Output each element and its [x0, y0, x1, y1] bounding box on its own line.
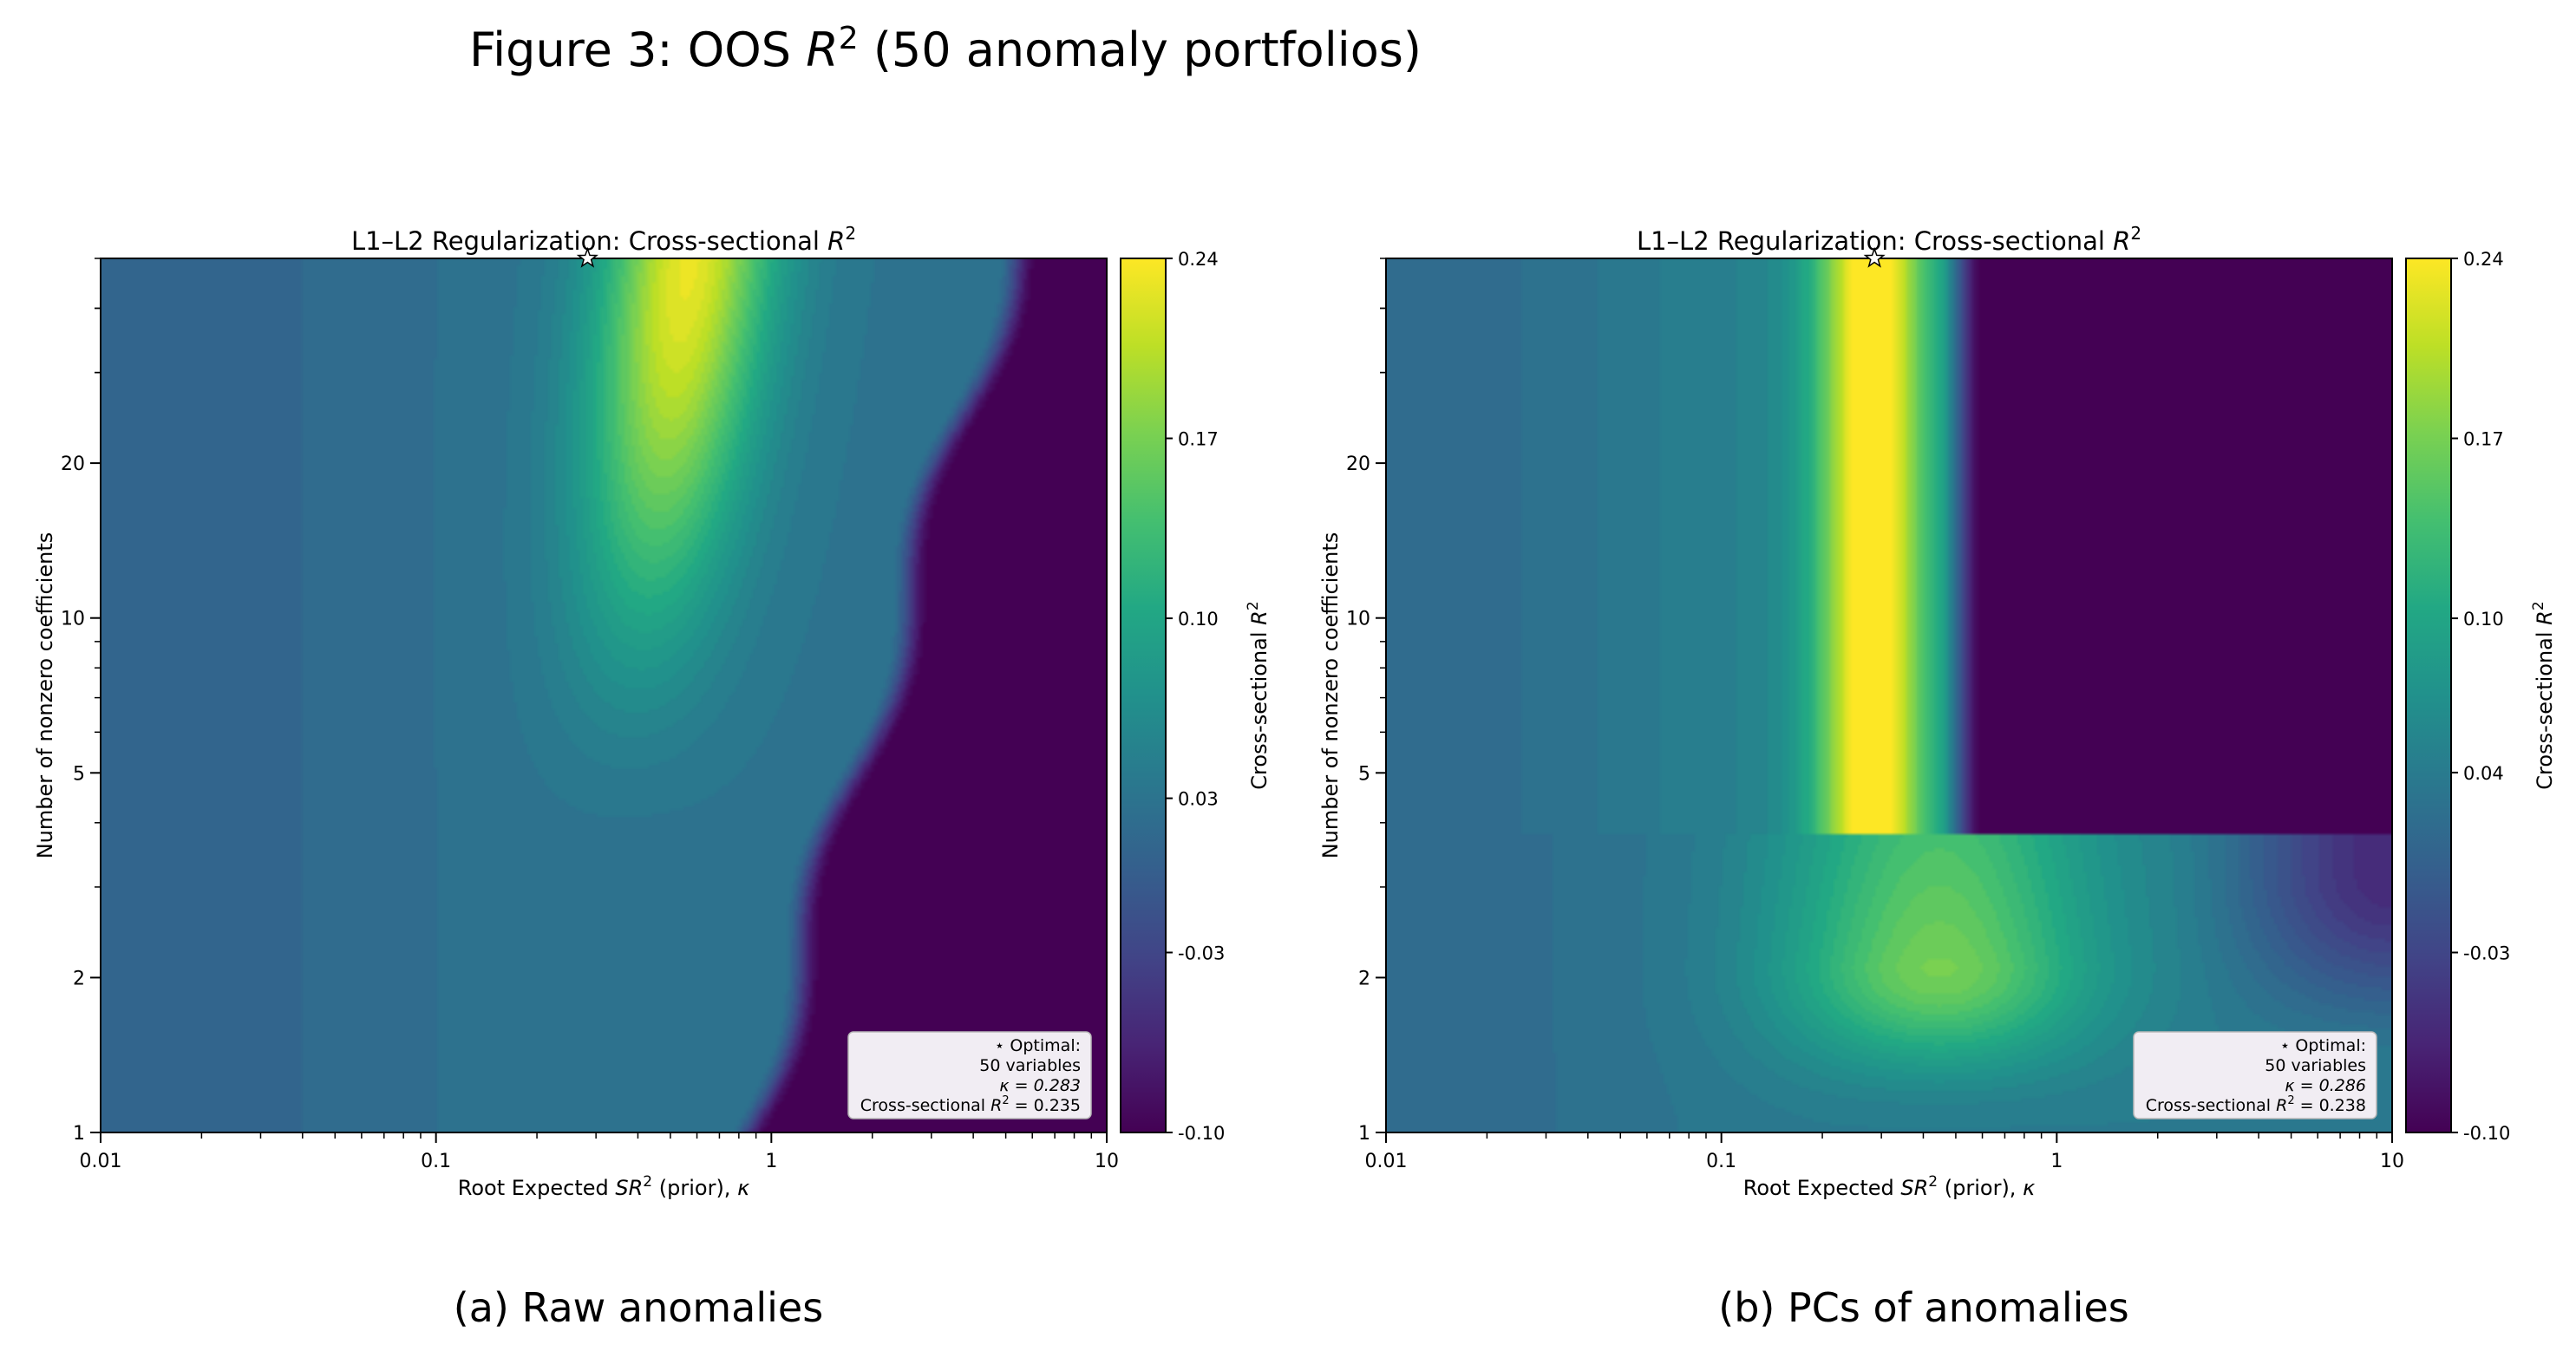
colorbar: 0.24 0.17 0.10 0.03 -0.03 -0.10 Cross-sectiona…	[1120, 249, 1272, 1144]
legend-line-variables: 50 variables	[2265, 1056, 2366, 1075]
panel-title: L1–L2 Regularization: Cross-sectional R2	[351, 223, 856, 256]
x-axis-label: Root Expected SR2 (prior), κ	[458, 1173, 750, 1200]
y-tick-label: 10	[1346, 609, 1370, 630]
legend-line-kappa: κ = 0.286	[2285, 1076, 2366, 1095]
panel-caption: (a) Raw anomalies	[454, 1284, 823, 1331]
colorbar-tick-label: 0.03	[1178, 789, 1219, 810]
y-tick-label: 1	[73, 1123, 85, 1145]
x-axis-label: Root Expected SR2 (prior), κ	[1743, 1173, 2036, 1200]
x-tick-label: 1	[765, 1151, 777, 1172]
legend-line-variables: 50 variables	[979, 1056, 1081, 1075]
y-tick-label: 20	[1346, 454, 1370, 475]
x-tick-label: 1	[2050, 1151, 2063, 1172]
panel-pcs-of-anomalies: 0.01 0.1 1 10 1 2 5 10 20 L1–L2 Regularization: C…	[1318, 223, 2557, 1331]
colorbar-label: Cross-sectional R2	[1245, 601, 1272, 789]
legend-line-kappa: κ = 0.283	[999, 1076, 1081, 1095]
colorbar-tick-label: 0.17	[1178, 429, 1219, 450]
y-tick-label: 2	[73, 968, 85, 989]
legend-line-r2: Cross-sectional R2 = 0.238	[2146, 1094, 2366, 1115]
y-tick-label: 1	[1358, 1123, 1370, 1145]
legend-line-optimal: ⋆ Optimal:	[2279, 1036, 2366, 1055]
panel-raw-anomalies: 0.01 0.1 1 10 1 2 5 10 20 L1–L2 Regularization: C…	[33, 223, 1272, 1331]
colorbar-tick-label: 0.24	[2463, 249, 2504, 270]
colorbar-tick-label: 0.17	[2463, 429, 2504, 450]
optimum-star-marker	[1863, 246, 1886, 268]
colorbar-tick-label: 0.24	[1178, 249, 1219, 270]
heatmap-surface	[101, 258, 1107, 1132]
legend-line-optimal: ⋆ Optimal:	[994, 1036, 1081, 1055]
legend-box	[2133, 1031, 2377, 1119]
y-tick-label: 2	[1358, 968, 1370, 989]
figure-title: Figure 3: OOS R2 (50 anomaly portfolios)	[469, 21, 1422, 77]
x-tick-label: 0.1	[421, 1151, 451, 1172]
colorbar-gradient	[2405, 258, 2452, 1133]
axes-frame	[100, 258, 1108, 1133]
y-axis-label: Number of nonzero coefficients	[33, 532, 57, 859]
y-tick-label: 10	[61, 609, 85, 630]
optimum-star-marker	[576, 246, 598, 268]
x-tick-label: 10	[1095, 1151, 1119, 1172]
y-axis-label: Number of nonzero coefficients	[1318, 532, 1343, 859]
legend-box	[847, 1031, 1092, 1119]
heatmap-surface	[1386, 258, 2392, 1132]
x-tick-label: 0.01	[80, 1151, 122, 1172]
legend-line-r2: Cross-sectional R2 = 0.235	[860, 1094, 1081, 1115]
y-tick-label: 20	[61, 454, 85, 475]
colorbar-tick-label: -0.03	[1178, 943, 1225, 963]
y-tick-label: 5	[1358, 763, 1370, 785]
panel-title: L1–L2 Regularization: Cross-sectional R2	[1637, 223, 2141, 256]
colorbar-tick-label: 0.10	[2463, 609, 2504, 630]
x-tick-label: 10	[2380, 1151, 2404, 1172]
colorbar-tick-label: 0.04	[2463, 763, 2504, 784]
colorbar: 0.24 0.17 0.10 0.04 -0.03 -0.10 Cross-sectiona…	[2405, 249, 2557, 1144]
panel-caption: (b) PCs of anomalies	[1718, 1284, 2128, 1331]
colorbar-tick-label: -0.10	[2463, 1123, 2510, 1144]
x-tick-label: 0.01	[1365, 1151, 1408, 1172]
y-tick-label: 5	[73, 763, 85, 785]
axes-frame	[1385, 258, 2393, 1133]
colorbar-gradient	[1120, 258, 1167, 1133]
colorbar-label: Cross-sectional R2	[2530, 601, 2557, 789]
colorbar-tick-label: -0.10	[1178, 1123, 1225, 1144]
colorbar-tick-label: -0.03	[2463, 943, 2510, 963]
colorbar-tick-label: 0.10	[1178, 609, 1219, 630]
x-tick-label: 0.1	[1706, 1151, 1736, 1172]
